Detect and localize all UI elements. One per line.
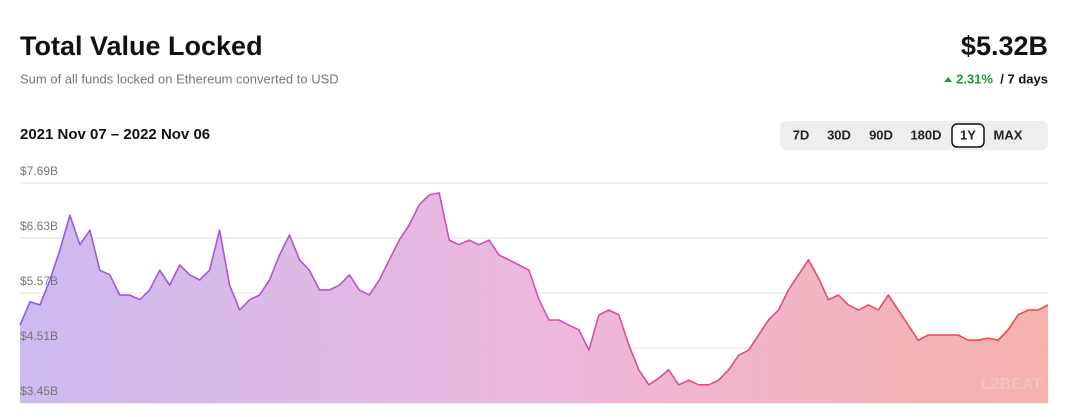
y-tick-label: $6.63B: [20, 219, 58, 233]
subtitle: Sum of all funds locked on Ethereum conv…: [20, 71, 339, 86]
timeframe-label[interactable]: 180D: [910, 127, 941, 142]
current-value: $5.32B: [961, 31, 1048, 61]
y-tick-label: $4.51B: [20, 329, 58, 343]
area-fill: [20, 192, 1048, 403]
timeframe-button[interactable]: MAX: [994, 127, 1023, 142]
timeframe-label[interactable]: 7D: [793, 127, 810, 142]
watermark: L2BEAT: [981, 376, 1042, 393]
title: Total Value Locked: [20, 31, 263, 61]
plot: $3.45B $4.51B $5.57B $6.63B $7.69B L2BEAT: [19, 164, 1049, 404]
timeframe-button[interactable]: 7D: [793, 127, 810, 142]
change-percent: 2.31%: [956, 71, 993, 86]
y-tick-label: $7.69B: [20, 164, 58, 178]
timeframe-button[interactable]: 180D: [910, 127, 941, 142]
up-arrow: [944, 77, 953, 82]
y-tick-label: $5.57B: [20, 274, 58, 288]
timeframe-label[interactable]: 1Y: [960, 127, 976, 142]
selected-outline[interactable]: [951, 123, 985, 148]
timeframe-label[interactable]: 30D: [827, 127, 851, 142]
area-line: [19, 192, 1049, 386]
timeframe-button[interactable]: 90D: [869, 127, 893, 142]
timeframe-label[interactable]: 90D: [869, 127, 893, 142]
timeframe-label[interactable]: MAX: [994, 127, 1023, 142]
timeframe-button[interactable]: 30D: [827, 127, 851, 142]
timeframe-button[interactable]: 1Y: [951, 123, 985, 148]
timeframes: 7D 30D 90D 180D 1Y MAX: [793, 123, 1023, 148]
change-period: / 7 days: [1000, 71, 1048, 86]
y-tick-label: $3.45B: [20, 384, 58, 398]
date-range: 2021 Nov 07 – 2022 Nov 06: [20, 126, 210, 143]
